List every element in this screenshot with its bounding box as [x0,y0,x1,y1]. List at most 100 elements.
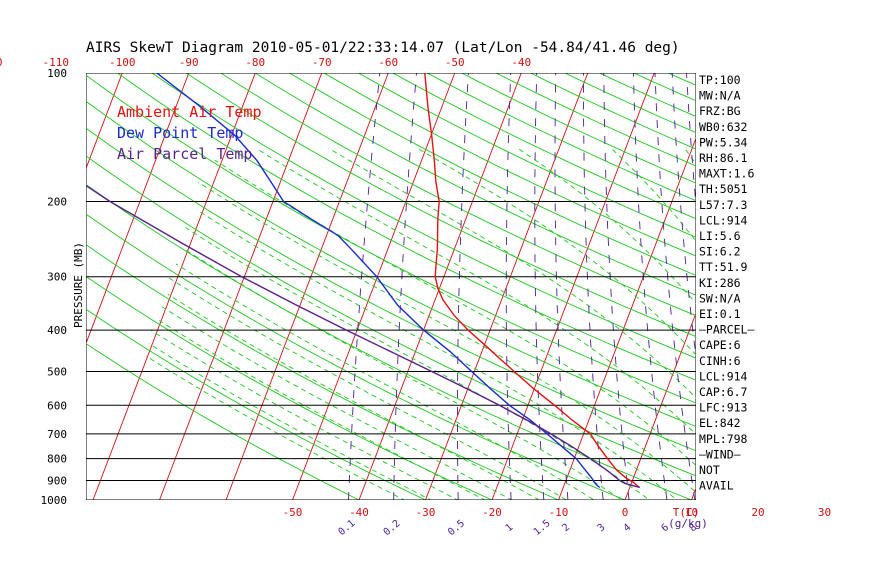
moist-adiabat-line [168,294,555,509]
pressure-tick-label: 900 [47,474,67,487]
isotherm-line [426,73,588,500]
mixing-ratio-line [604,73,629,500]
mixing-ratio-label: 0.1 [336,518,357,538]
stat-line: KI:286 [699,276,741,290]
stat-line: TH:5051 [699,182,748,196]
stat-line: CAP:6.7 [699,385,748,399]
top-temp-tick-label: -120 [0,56,3,69]
bottom-temp-tick-label: -50 [283,506,303,519]
legend-item-dew-point-temp: Dew Point Temp [117,124,243,142]
stat-line: CAPE:6 [699,338,741,352]
isotherm-line [559,73,721,500]
mixing-ratio-line [786,73,866,500]
stat-line: PW:5.34 [699,135,748,149]
stat-line: CINH:6 [699,354,741,368]
moist-adiabat-line [256,148,768,509]
dry-adiabat-line [152,73,870,509]
isotherm-line [758,73,870,500]
moist-adiabat-line [742,148,870,509]
stat-line: EI:0.1 [699,307,741,321]
bottom-temp-tick-label: -20 [482,506,502,519]
stat-line: LFC:913 [699,401,748,415]
dry-adiabat-line [737,73,870,509]
dry-adiabat-line [806,73,870,509]
bottom-temp-tick-label: 20 [751,506,764,519]
dry-adiabat-line [221,73,870,509]
moist-adiabat-line [146,356,422,509]
mixing-ratio-line [633,73,667,500]
stat-line: L57:7.3 [699,198,748,212]
pressure-tick-label: 800 [47,453,67,466]
mixing-ratio-label: 0.2 [382,518,403,538]
stat-line: NOT [699,463,720,477]
pressure-tick-label: 1000 [41,494,68,507]
dry-adiabat-line [186,73,870,509]
stat-line: LCL:914 [699,213,748,227]
stat-line: LCL:914 [699,369,748,383]
pressure-tick-label: 400 [47,324,67,337]
mixing-ratio-label: 1.5 [532,518,553,538]
isotherm-line [825,73,870,500]
top-temp-tick-label: -50 [445,56,465,69]
stat-line: EL:842 [699,416,741,430]
pressure-tick-label: 500 [47,365,67,378]
stat-line: FRZ:BG [699,104,741,118]
pressure-tick-label: 700 [47,428,67,441]
y-axis-label: PRESSURE (MB) [72,242,85,328]
top-temp-tick-label: -40 [511,56,531,69]
dry-adiabat-line [772,73,870,509]
top-temp-tick-label: -80 [245,56,265,69]
moist-adiabat-line [160,305,529,509]
moist-adiabat-line [167,277,582,509]
stat-line: MAXT:1.6 [699,167,754,181]
legend: Ambient Air Temp Dew Point Temp Air Parcel… [117,103,262,163]
moist-adiabat-line [518,148,848,509]
bottom-temp-tick-label: -10 [549,506,569,519]
mixing-ratio-label: 2 [560,522,572,534]
top-temp-tick-label: -100 [109,56,136,69]
top-temp-tick-label: -90 [179,56,199,69]
stat-line: —WIND— [699,447,741,461]
stat-line: SW:N/A [699,291,741,305]
pressure-tick-label: 300 [47,271,67,284]
mixing-ratio-line [762,73,834,500]
mixing-ratio-label: 0.5 [446,518,467,538]
top-temp-tick-label: -110 [43,56,70,69]
stat-line: MW:N/A [699,89,741,103]
mixing-ratio-label: 4 [622,522,634,534]
stat-line: —PARCEL— [699,323,754,337]
pressure-tick-label: 200 [47,196,67,209]
mixing-ratio-unit-label: (g/kg) [668,517,708,530]
stat-line: MPL:798 [699,432,748,446]
chart-title: AIRS SkewT Diagram 2010-05-01/22:33:14.0… [86,40,680,56]
legend-item-ambient-air-temp: Ambient Air Temp [117,103,262,121]
mixing-ratio-line [821,73,870,500]
stat-line: WB0:632 [699,120,747,134]
stat-line: AVAIL [699,479,734,493]
mixing-ratio-line [746,73,813,500]
stat-line: TP:100 [699,73,741,87]
bottom-temp-tick-label: 0 [622,506,629,519]
bottom-temp-tick-label: -40 [349,506,369,519]
stat-line: TT:51.9 [699,260,748,274]
stat-line: SI:6.2 [699,245,741,259]
mixing-ratio-line [394,73,417,500]
top-temp-tick-label: -70 [312,56,332,69]
dry-adiabat-line [462,73,870,509]
top-temp-tick-label: -60 [378,56,398,69]
mixing-ratio-line [458,73,469,500]
series-line-ambient-air-temp [425,73,640,488]
mixing-ratio-line [584,73,604,500]
stat-line: RH:86.1 [699,151,748,165]
bottom-temp-tick-label: 30 [818,506,831,519]
mixing-ratio-line [555,73,568,500]
legend-item-air-parcel-temp: Air Parcel Temp [117,145,252,163]
bottom-temp-tick-label: -30 [416,506,436,519]
mixing-ratio-label: 3 [596,522,608,534]
dry-adiabat-line [496,73,870,509]
stat-line: LI:5.6 [699,229,741,243]
dry-adiabat-line [840,73,870,509]
